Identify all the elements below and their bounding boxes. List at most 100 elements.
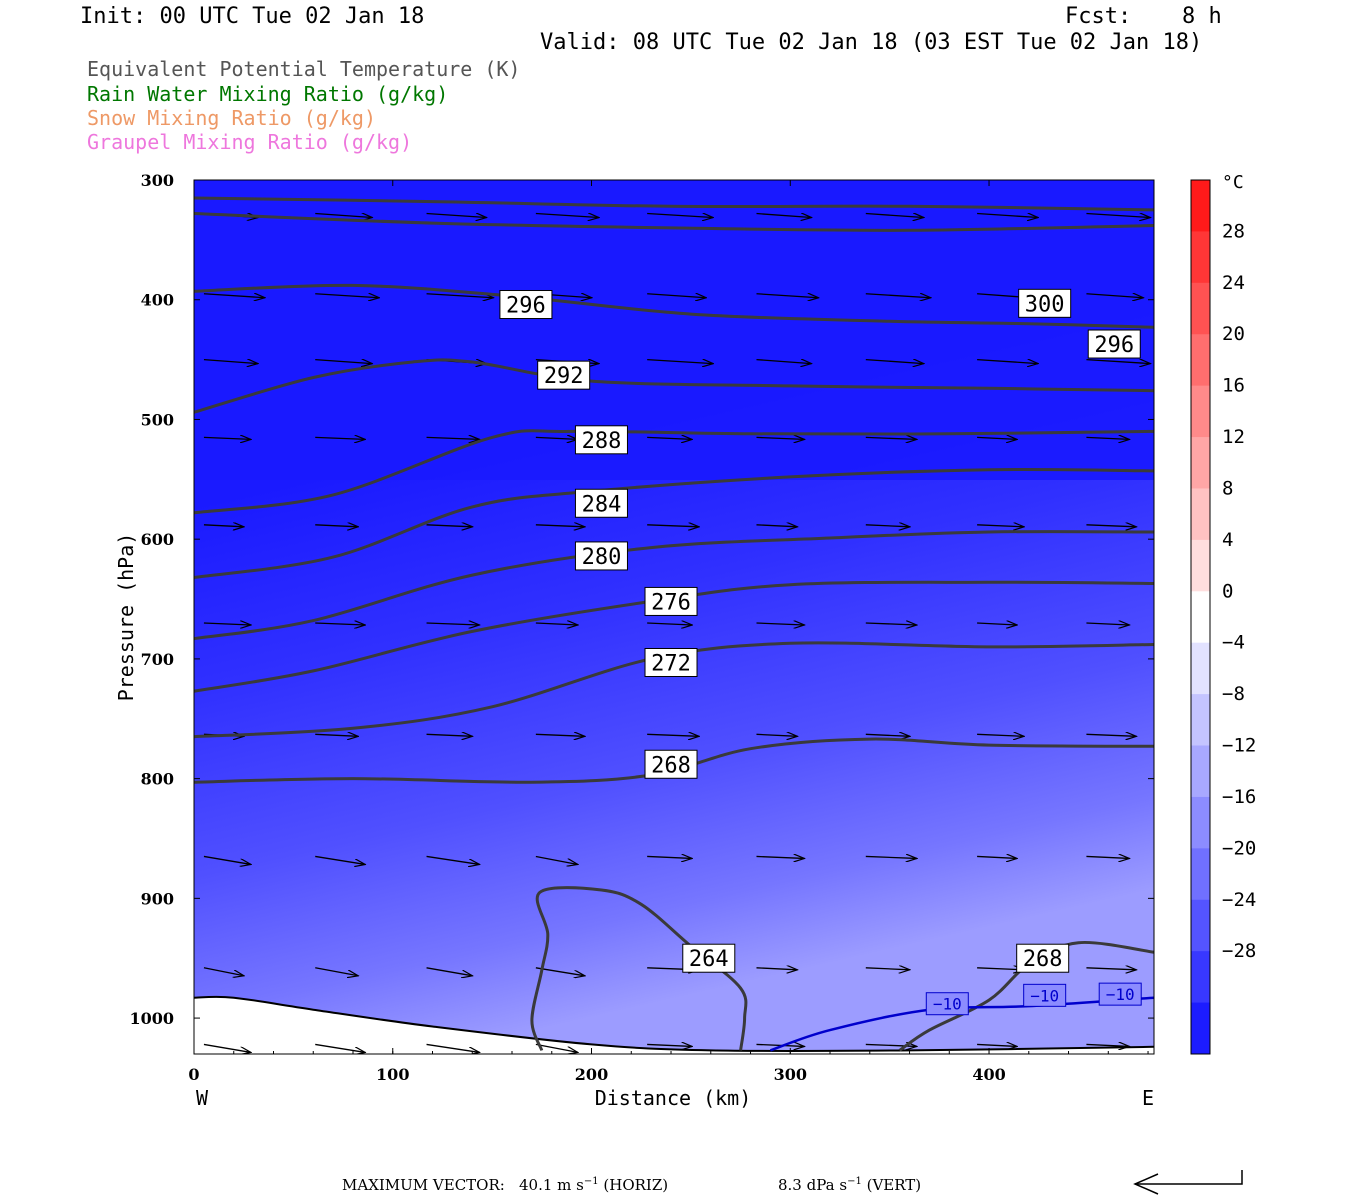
colorbar-tick-label: 0 [1222, 580, 1233, 602]
wind-vector [865, 1044, 917, 1046]
colorbar-tick-label: −20 [1222, 837, 1256, 859]
colorbar: 28 24 20 16 12 8 4 0 −4 −8 −12 −16 −20 −24 −28 [1190, 179, 1256, 1055]
wind-vector [865, 525, 910, 527]
colorbar-swatch [1191, 591, 1210, 644]
wind-vector [647, 525, 699, 527]
contour-label: 272 [651, 651, 691, 676]
contour-label-box [1016, 943, 1070, 973]
contour-label: 296 [1094, 333, 1134, 358]
horiz-exponent: −1 [583, 1176, 599, 1187]
x-tick-label: 400 [972, 1065, 1005, 1084]
colorbar-swatch [1191, 796, 1210, 849]
contour-label-box [574, 488, 628, 518]
wind-vector [647, 214, 713, 218]
contour-label-box [499, 290, 553, 320]
legend-graupel: Graupel Mixing Ratio (g/kg) [87, 130, 413, 154]
vert-exponent: −1 [847, 1176, 862, 1187]
wind-vector [535, 855, 578, 864]
y-tick-label: 1000 [129, 1009, 174, 1028]
theta-e-contour [194, 467, 1154, 579]
wind-vector [977, 623, 1017, 625]
colorbar-tick-label: 28 [1222, 220, 1245, 242]
wind-vector [865, 214, 924, 218]
wind-vector [1086, 294, 1143, 298]
wind-vector [1086, 525, 1136, 527]
colorbar-tick-label: 12 [1222, 426, 1245, 448]
wind-vector [203, 967, 244, 976]
wind-vector [977, 1044, 1017, 1046]
y-tick-label: 300 [141, 171, 174, 190]
wind-vector [756, 968, 797, 970]
wind-vector [426, 214, 487, 218]
wind-vector [756, 856, 804, 858]
wind-vector [647, 294, 706, 298]
y-tick-label: 900 [141, 889, 174, 908]
y-tick-label: 500 [141, 410, 174, 429]
contour-label: 288 [582, 429, 622, 454]
max-vector-label: MAXIMUM VECTOR: [342, 1176, 505, 1194]
colorbar-swatch [1191, 282, 1210, 335]
vert-tag: (VERT) [866, 1176, 922, 1194]
wind-vector [203, 294, 265, 298]
wind-vector [1086, 437, 1129, 439]
colorbar-tick-label: 20 [1222, 323, 1245, 345]
y-tick-label: 800 [141, 770, 174, 789]
colorbar-swatch [1191, 437, 1210, 489]
theta-e-contour [194, 196, 1154, 212]
wind-vector [315, 360, 372, 364]
wind-vector [315, 855, 365, 864]
east-label: E [1142, 1086, 1154, 1110]
wind-vector [647, 1044, 692, 1046]
upper-shading [194, 180, 1154, 480]
colorbar-tick-label: 24 [1222, 272, 1245, 294]
y-tick-label: 700 [141, 650, 174, 669]
contour-label: 300 [1025, 292, 1065, 317]
isotherm-label: −10 [1106, 985, 1135, 1004]
wind-vector [203, 360, 258, 364]
isotherm-label: −10 [1030, 986, 1059, 1005]
wind-vector [315, 437, 365, 439]
wind-vector [315, 214, 372, 218]
wind-vector [647, 360, 713, 364]
wind-vector [1086, 214, 1150, 218]
contour-label-box [682, 943, 736, 973]
contour-label-box [644, 586, 698, 616]
contour-label: 292 [544, 364, 584, 389]
colorbar-swatch [1191, 488, 1210, 541]
wind-vector [535, 734, 585, 736]
wind-vector [426, 437, 480, 439]
wind-vector [1086, 623, 1129, 625]
wind-vector [647, 734, 699, 736]
isotherm-label-box [1023, 983, 1067, 1007]
contour-label-box [644, 749, 698, 779]
x-tick-label: 0 [188, 1065, 199, 1084]
wind-vector [426, 525, 473, 527]
init-time: Init: 00 UTC Tue 02 Jan 18 [80, 4, 425, 29]
colorbar-swatch [1191, 899, 1210, 952]
y-axis-title: Pressure (hPa) [114, 533, 138, 702]
wind-vector [865, 856, 917, 858]
horiz-vector: 40.1 m s−1 (HORIZ) [519, 1176, 668, 1194]
wind-vector [203, 437, 251, 439]
horiz-value: 40.1 m s [519, 1176, 584, 1194]
colorbar-tick-label: −4 [1222, 632, 1245, 654]
wind-vector [756, 623, 804, 625]
colorbar-swatch [1191, 745, 1210, 798]
reference-vector-head [1133, 1173, 1159, 1195]
colorbar-tick-label: −28 [1222, 940, 1256, 962]
colorbar-swatch [1191, 1002, 1210, 1055]
wind-vector [203, 623, 251, 625]
contour-label: 280 [582, 545, 622, 570]
colorbar-swatch [1191, 231, 1210, 284]
reference-vector-shaft [1135, 1170, 1243, 1185]
wind-vector [647, 437, 692, 439]
colorbar-tick-label: −24 [1222, 889, 1256, 911]
wind-vector [315, 967, 358, 976]
wind-vector [1086, 360, 1150, 364]
terrain-fill [194, 996, 1154, 1054]
wind-vector [1086, 734, 1136, 736]
wind-vector [756, 214, 811, 218]
colorbar-tick-label: 16 [1222, 375, 1245, 397]
wind-vector [535, 525, 585, 527]
